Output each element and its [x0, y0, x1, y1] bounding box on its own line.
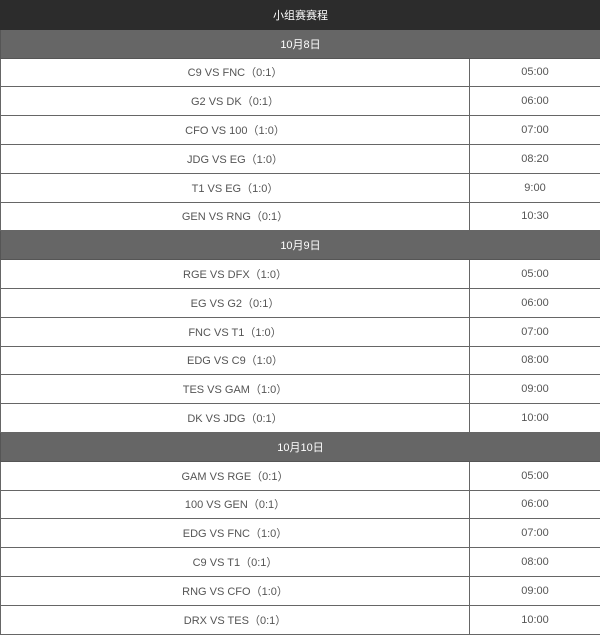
match-row: RNG VS CFO（1:0）09:00: [1, 576, 600, 605]
match-time: 06:00: [470, 490, 600, 519]
date-row: 10月10日: [1, 432, 600, 461]
match-time: 08:00: [470, 346, 600, 375]
match-name: EDG VS C9（1:0）: [1, 346, 470, 375]
match-name: EDG VS FNC（1:0）: [1, 519, 470, 548]
date-label: 10月10日: [1, 432, 600, 461]
match-row: GEN VS RNG（0:1）10:30: [1, 202, 600, 231]
date-row: 10月8日: [1, 29, 600, 58]
match-time: 08:20: [470, 144, 600, 173]
schedule-title: 小组赛赛程: [1, 1, 600, 30]
match-name: TES VS GAM（1:0）: [1, 375, 470, 404]
match-row: C9 VS FNC（0:1）05:00: [1, 58, 600, 87]
match-row: C9 VS T1（0:1）08:00: [1, 548, 600, 577]
match-name: RGE VS DFX（1:0）: [1, 260, 470, 289]
match-time: 07:00: [470, 317, 600, 346]
match-name: T1 VS EG（1:0）: [1, 173, 470, 202]
match-row: RGE VS DFX（1:0）05:00: [1, 260, 600, 289]
match-name: G2 VS DK（0:1）: [1, 87, 470, 116]
match-name: RNG VS CFO（1:0）: [1, 576, 470, 605]
match-time: 06:00: [470, 288, 600, 317]
match-time: 10:30: [470, 202, 600, 231]
match-name: DK VS JDG（0:1）: [1, 404, 470, 433]
match-time: 07:00: [470, 519, 600, 548]
match-name: GEN VS RNG（0:1）: [1, 202, 470, 231]
match-name: FNC VS T1（1:0）: [1, 317, 470, 346]
match-row: G2 VS DK（0:1）06:00: [1, 87, 600, 116]
match-time: 07:00: [470, 116, 600, 145]
match-time: 9:00: [470, 173, 600, 202]
match-row: DRX VS TES（0:1）10:00: [1, 605, 600, 634]
match-row: FNC VS T1（1:0）07:00: [1, 317, 600, 346]
match-name: 100 VS GEN（0:1）: [1, 490, 470, 519]
date-label: 10月9日: [1, 231, 600, 260]
match-row: DK VS JDG（0:1）10:00: [1, 404, 600, 433]
match-name: C9 VS FNC（0:1）: [1, 58, 470, 87]
match-row: EG VS G2（0:1）06:00: [1, 288, 600, 317]
date-label: 10月8日: [1, 29, 600, 58]
match-name: GAM VS RGE（0:1）: [1, 461, 470, 490]
match-time: 06:00: [470, 87, 600, 116]
match-name: JDG VS EG（1:0）: [1, 144, 470, 173]
match-row: TES VS GAM（1:0）09:00: [1, 375, 600, 404]
match-time: 05:00: [470, 260, 600, 289]
match-name: EG VS G2（0:1）: [1, 288, 470, 317]
match-time: 10:00: [470, 605, 600, 634]
match-row: EDG VS C9（1:0）08:00: [1, 346, 600, 375]
match-row: JDG VS EG（1:0）08:20: [1, 144, 600, 173]
match-time: 05:00: [470, 461, 600, 490]
match-row: 100 VS GEN（0:1）06:00: [1, 490, 600, 519]
match-time: 09:00: [470, 576, 600, 605]
match-time: 08:00: [470, 548, 600, 577]
match-name: C9 VS T1（0:1）: [1, 548, 470, 577]
match-time: 10:00: [470, 404, 600, 433]
match-row: EDG VS FNC（1:0）07:00: [1, 519, 600, 548]
match-name: DRX VS TES（0:1）: [1, 605, 470, 634]
match-row: GAM VS RGE（0:1）05:00: [1, 461, 600, 490]
date-row: 10月9日: [1, 231, 600, 260]
match-row: CFO VS 100（1:0）07:00: [1, 116, 600, 145]
match-row: T1 VS EG（1:0）9:00: [1, 173, 600, 202]
match-name: CFO VS 100（1:0）: [1, 116, 470, 145]
match-time: 05:00: [470, 58, 600, 87]
match-time: 09:00: [470, 375, 600, 404]
title-row: 小组赛赛程: [1, 1, 600, 30]
